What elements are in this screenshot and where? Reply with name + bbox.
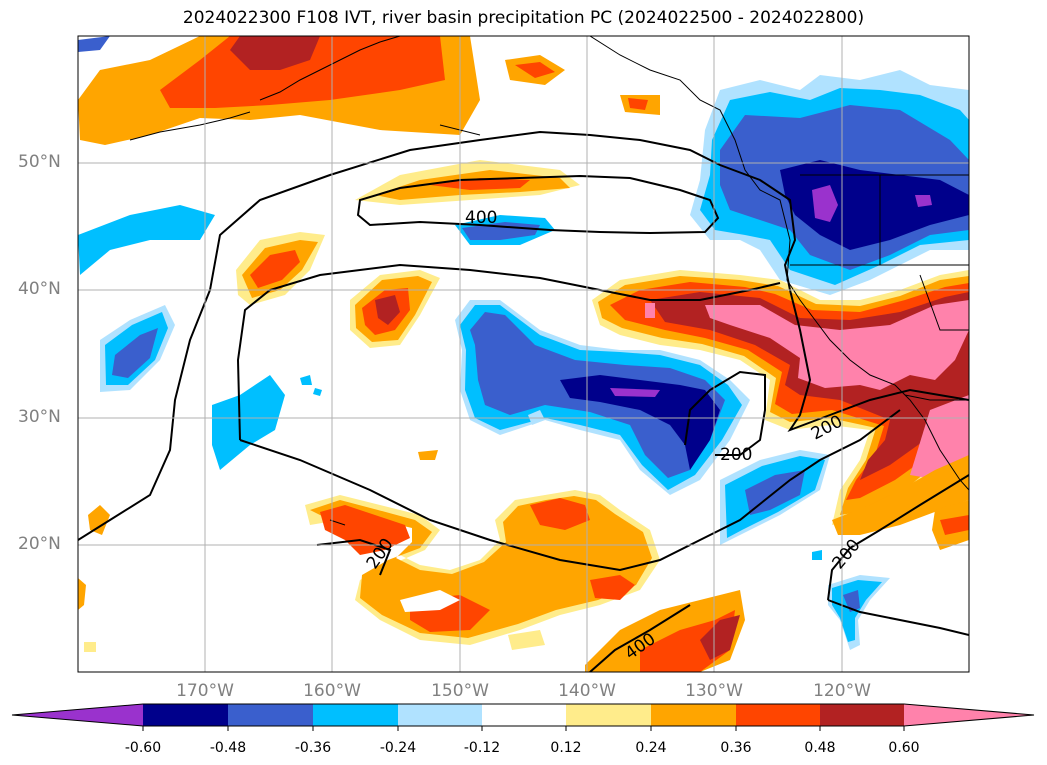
lon-label-160w: 160°W <box>303 681 361 701</box>
negative-anomaly-mid-pacific <box>78 205 890 650</box>
lat-label-40n: 40°N <box>18 279 61 299</box>
contour-label: 400 <box>465 208 497 228</box>
colorbar-extend-high <box>904 704 1034 726</box>
contour-label: 200 <box>720 445 752 465</box>
gridlines <box>78 36 969 672</box>
colorbar-tick-label: 0.12 <box>550 740 582 756</box>
map-title: 2024022300 F108 IVT, river basin precipi… <box>182 8 865 28</box>
map-frame <box>77 35 970 673</box>
lon-label-170w: 170°W <box>176 681 234 701</box>
colorbar-tick-label: -0.24 <box>379 740 417 756</box>
lon-label-120w: 120°W <box>813 681 871 701</box>
coastlines <box>129 36 969 526</box>
positive-anomaly-aleutian <box>78 36 660 145</box>
lat-label-50n: 50°N <box>18 152 61 172</box>
lat-label-20n: 20°N <box>18 534 61 554</box>
lat-label-30n: 30°N <box>18 407 61 427</box>
map-plot-area: 400 200 200 200 200 400 <box>78 36 969 672</box>
colorbar-tick-label: -0.48 <box>209 740 247 756</box>
negative-anomaly-pacific-northwest <box>690 70 969 295</box>
ivt-contours <box>78 130 969 672</box>
positive-anomaly-south <box>78 450 969 672</box>
colorbar-tick-label: 0.24 <box>635 740 667 756</box>
colorbar-tick-label: -0.36 <box>294 740 332 756</box>
colorbar-extend-low <box>12 704 143 726</box>
lon-label-150w: 150°W <box>431 681 489 701</box>
colorbar-tick-label: 0.60 <box>888 740 920 756</box>
lon-label-140w: 140°W <box>558 681 616 701</box>
colorbar-tick-label: 0.48 <box>804 740 836 756</box>
colorbar-tick-label: -0.60 <box>124 740 162 756</box>
lon-label-130w: 130°W <box>685 681 743 701</box>
colorbar <box>11 703 1035 731</box>
positive-anomaly-california <box>592 270 969 525</box>
colorbar-tick-label: -0.12 <box>463 740 501 756</box>
colorbar-tick-label: 0.36 <box>720 740 752 756</box>
